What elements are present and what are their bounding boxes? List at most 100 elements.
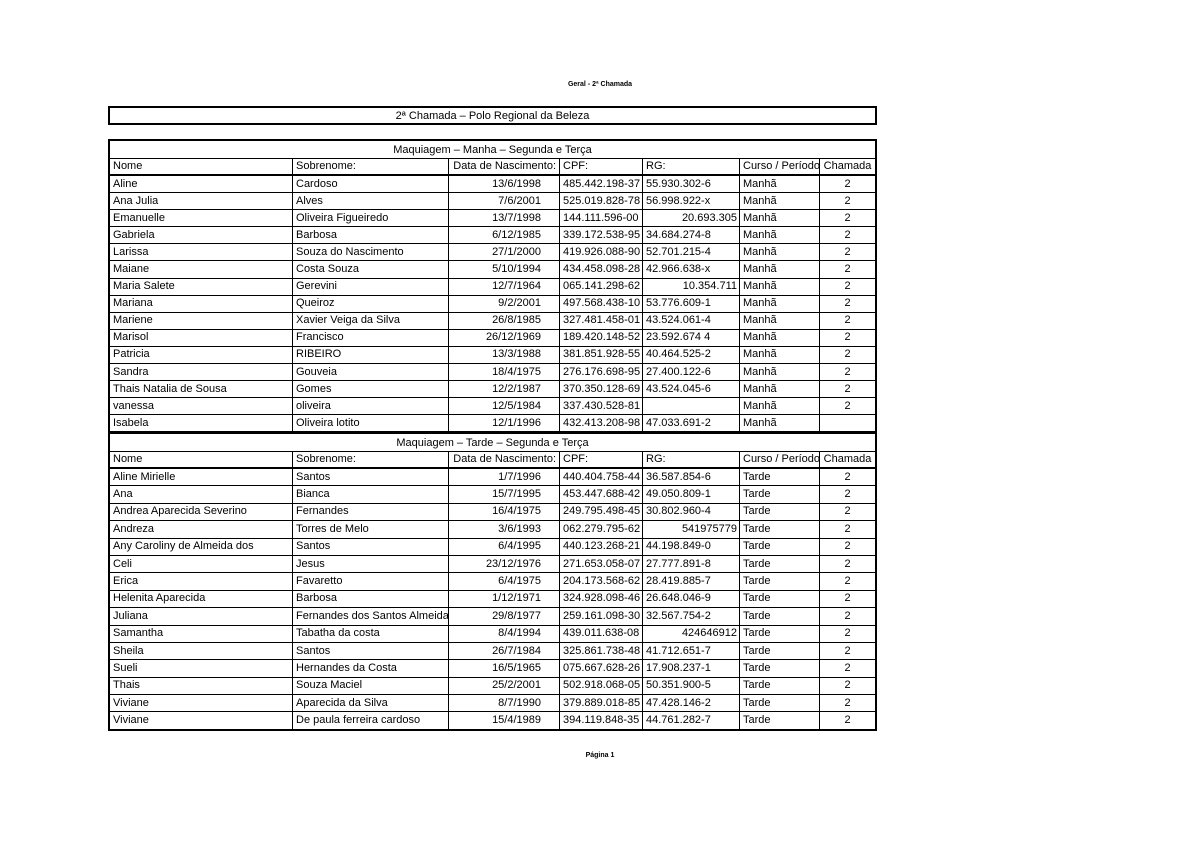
cell-rg: 43.524.061-4 [643,312,740,329]
cell-nome: Celi [110,555,293,573]
cell-chamada: 2 [844,488,851,501]
cell-curso: Manhã [740,278,820,295]
cell-chamada: 2 [844,228,851,241]
cell-nascimento: 9/2/2001 [449,295,560,312]
cell-cpf: 249.795.498-45 [560,503,643,521]
table-row: Isabela Oliveira lotito 12/1/1996 432.413.2… [110,415,875,432]
column-header-rg: RG: [643,159,740,174]
cell-nome: Helenita Aparecida [110,590,293,608]
cell-cpf: 394.119.848-35 [560,712,643,729]
cell-curso: Tarde [740,538,820,555]
cell-nascimento: 15/7/1995 [449,486,560,503]
cell-curso: Tarde [740,503,820,521]
cell-nascimento: 8/4/1994 [449,625,560,642]
cell-sobrenome: Xavier Veiga da Silva [293,312,449,329]
cell-cpf: 259.161.098-30 [560,608,643,625]
cell-curso: Manhã [740,176,820,193]
cell-rg: 52.701.215-4 [643,244,740,261]
cell-nome: Gabriela [110,227,293,244]
table-row: Erica Favaretto 6/4/1975 204.173.568-62 28.4… [110,573,875,591]
cell-curso: Tarde [740,486,820,503]
cell-rg: 44.198.849-0 [643,538,740,555]
table-row: Helenita Aparecida Barbosa 1/12/1971 324.92… [110,590,875,609]
cell-curso: Manhã [740,244,820,261]
cell-cpf: 440.123.268-21 [560,538,643,555]
cell-nascimento: 26/7/1984 [449,642,560,660]
cell-nascimento: 12/2/1987 [449,381,560,398]
cell-nome: Andreza [110,521,293,538]
cell-cpf: 339.172.538-95 [560,227,643,244]
cell-cpf: 497.568.438-10 [560,295,643,312]
cell-nome: Any Caroliny de Almeida dos [110,538,293,555]
table-row: Sandra Gouveia 18/4/1975 276.176.698-95 27.4… [110,364,875,382]
cell-rg: 32.567.754-2 [643,608,740,625]
table-row: Celi Jesus 23/12/1976 271.653.058-07 27.777.… [110,555,875,574]
cell-cpf: 432.413.208-98 [560,415,643,432]
cell-nome: Emanuelle [110,210,293,227]
cell-sobrenome: De paula ferreira cardoso [293,712,449,729]
table-row: Andrea Aparecida Severino Fernandes 16/4/1… [110,503,875,522]
cell-sobrenome: Oliveira lotito [293,415,449,432]
cell-cpf: 204.173.568-62 [560,573,643,590]
cell-nascimento: 26/12/1969 [449,329,560,346]
cell-cpf: 325.861.738-48 [560,642,643,660]
cell-nome: Sheila [110,642,293,660]
cell-sobrenome: RIBEIRO [293,346,449,364]
table-body: Aline Cardoso 13/6/1998 485.442.198-37 55.93… [110,176,875,432]
cell-sobrenome: Barbosa [293,227,449,244]
cell-rg: 36.587.854-6 [643,469,740,486]
table-row: Any Caroliny de Almeida dos Santos 6/4/199… [110,538,875,556]
column-header-cpf: CPF: [560,452,643,467]
cell-curso: Tarde [740,590,820,608]
cell-nascimento: 15/4/1989 [449,712,560,729]
table-row: Viviane De paula ferreira cardoso 15/4/198… [110,712,875,729]
cell-nome: Aline [110,176,293,193]
cell-sobrenome: Francisco [293,329,449,346]
cell-nome: Patricia [110,346,293,364]
cell-sobrenome: Alves [293,193,449,210]
cell-rg: 10.354.711 [643,278,740,295]
cell-nome: Ana [110,486,293,503]
cell-chamada: 2 [844,348,851,361]
cell-curso: Manhã [740,193,820,210]
column-header-nascimento: Data de Nascimento: [449,159,560,174]
cell-sobrenome: Favaretto [293,573,449,590]
cell-curso: Manhã [740,295,820,312]
cell-nome: Sandra [110,364,293,381]
cell-rg: 20.693.305 [643,210,740,227]
cell-cpf: 062.279.795-62 [560,521,643,538]
cell-nascimento: 27/1/2000 [449,244,560,261]
document-title: 2ª Chamada – Polo Regional da Beleza [108,106,877,125]
cell-curso: Tarde [740,521,820,538]
cell-sobrenome: Cardoso [293,176,449,193]
table-section-tarde: Maquiagem – Tarde – Segunda e Terça Nome… [108,432,877,731]
cell-sobrenome: Fernandes dos Santos Almeida [293,608,449,625]
cell-nome: vanessa [110,398,293,415]
cell-sobrenome: Gerevini [293,278,449,295]
column-header-rg: RG: [643,452,740,467]
cell-nome: Maiane [110,261,293,278]
cell-nascimento: 23/12/1976 [449,555,560,573]
cell-chamada: 2 [844,382,851,395]
table-row: Maria Salete Gerevini 12/7/1964 065.141.298… [110,278,875,296]
cell-nome: Ana Julia [110,193,293,210]
cell-nome: Isabela [110,415,293,432]
cell-rg: 44.761.282-7 [643,712,740,729]
cell-cpf: 324.928.098-46 [560,590,643,608]
column-header-sobrenome: Sobrenome: [293,159,449,174]
cell-nome: Mariene [110,312,293,329]
cell-curso: Tarde [740,625,820,642]
cell-sobrenome: Costa Souza [293,261,449,278]
cell-nome: Andrea Aparecida Severino [110,503,293,521]
cell-cpf: 440.404.758-44 [560,469,643,486]
cell-chamada: 2 [844,696,851,709]
cell-chamada: 2 [844,470,851,483]
cell-nascimento: 12/1/1996 [449,415,560,432]
cell-cpf: 337.430.528-81 [560,398,643,415]
cell-nascimento: 6/12/1985 [449,227,560,244]
cell-chamada: 2 [844,331,851,344]
column-header-nome: Nome [110,159,293,174]
cell-rg: 23.592.674 4 [643,329,740,346]
table-row: Gabriela Barbosa 6/12/1985 339.172.538-95 34… [110,227,875,245]
cell-sobrenome: Santos [293,642,449,660]
